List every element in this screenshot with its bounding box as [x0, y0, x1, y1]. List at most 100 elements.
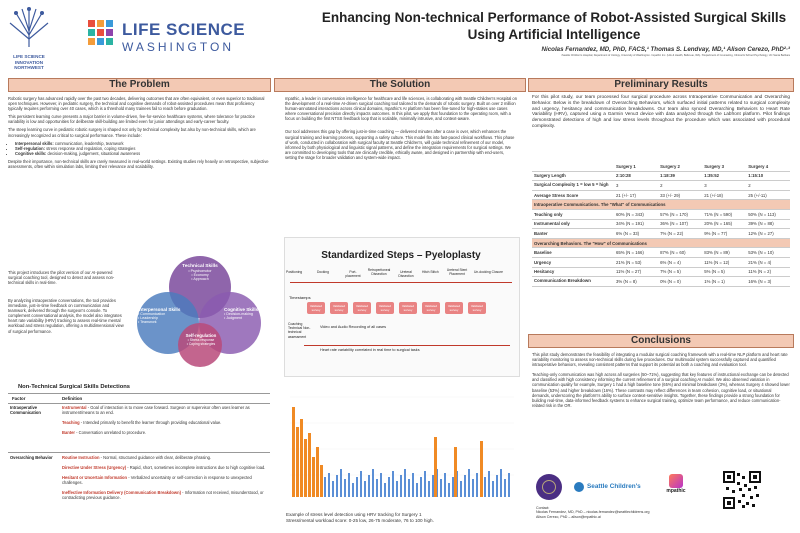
- step-label: Docking: [317, 270, 329, 274]
- video-label: Video and Audio Recording of all cases: [320, 325, 386, 329]
- lsinw-line3: NORTHWEST: [14, 65, 44, 71]
- solution-heading: The Solution: [369, 79, 431, 90]
- coaching-label: Coaching Technical Non-technical assessm…: [288, 322, 311, 339]
- step-label: Ureteral Dissection: [398, 270, 414, 278]
- band-row: Overarching Behaviors. The "How" of Comm…: [532, 238, 790, 249]
- conclusions-p1: This pilot study demonstrates the feasib…: [532, 352, 788, 368]
- venn-technical-label: Technical Skills • Psychomotor • Economy…: [170, 264, 230, 281]
- table-row: Surgery Length 2:10:28 1:18:39 1:35:52 1…: [532, 171, 790, 182]
- cell: 1:18:39: [658, 171, 703, 182]
- col-surgery1: Surgery 1: [614, 162, 659, 172]
- cell: 11% (N = 2): [746, 267, 790, 278]
- timestamp-labels: Positioning Docking Port-placement Retro…: [286, 268, 516, 284]
- cell: 21% (N = 53): [614, 257, 659, 268]
- cell: 21 (+/- 17): [614, 190, 659, 201]
- cell: 71% (N = 590): [702, 209, 747, 220]
- results-table: Surgery 1 Surgery 2 Surgery 3 Surgery 4 …: [532, 162, 790, 287]
- contact-cerezo: Alison Cerezo, PhD – alison@mpathic.ai: [536, 514, 601, 519]
- venn-technical-item: • Psychomotor: [188, 269, 212, 273]
- cell: 57% (N = 170): [658, 209, 703, 220]
- nts-col-definition: Definition: [62, 396, 83, 401]
- row-label: Banter: [532, 228, 614, 239]
- seattle-childrens-icon: [574, 482, 584, 492]
- nts-bullet-list: Interpersonal skills: communication, lea…: [8, 141, 270, 156]
- venn-selfreg-item: • Coping strategies: [186, 342, 216, 346]
- row-label: Surgical Complexity 1 = low 5 = high: [532, 180, 614, 191]
- cell: 0% (N = 0): [658, 276, 703, 287]
- nts-col-factor: Factor: [12, 396, 26, 401]
- cell: 11% (N = 27): [614, 267, 659, 278]
- mpathic-label: mpathic: [666, 488, 686, 494]
- problem-p6: By analyzing intraoperative conversation…: [8, 298, 124, 334]
- survey-box: Validated survey: [422, 302, 440, 314]
- lswa-logo-mark: [88, 20, 113, 45]
- hrv-arrow-label: Heart rate variability correlated in rea…: [320, 348, 420, 352]
- hrv-caption-line: Example of stress level detection using …: [286, 512, 422, 517]
- cell: 60% (N = 343): [614, 209, 659, 220]
- mpathic-logo: mpathic: [658, 474, 694, 502]
- survey-box: Validated survey: [330, 302, 348, 314]
- row-label: Instrumental only: [532, 219, 614, 230]
- lswa-line1: LIFE SCIENCE: [122, 20, 246, 39]
- cell: 39% (N = 88): [746, 219, 790, 230]
- results-header: Preliminary Results: [528, 78, 794, 92]
- row-label: Teaching only: [532, 209, 614, 220]
- contact-fernandez: Nicolas Fernandez, MD, PhD – nicolas.fer…: [536, 510, 650, 515]
- def-hesitant: Hesitant or Uncertain Information - Verb…: [62, 475, 252, 486]
- row-label: Urgency: [532, 257, 614, 268]
- table-row: Urgency 21% (N = 53) 6% (N = 4) 11% (N =…: [532, 257, 790, 268]
- nts-venn-diagram: [137, 256, 261, 367]
- table-row: Surgical Complexity 1 = low 5 = high 3 2…: [532, 180, 790, 191]
- venn-interpersonal-item: • Communication: [138, 312, 166, 316]
- row-label: Communication Breakdown: [532, 276, 614, 287]
- survey-box: Validated survey: [353, 302, 371, 314]
- nts-defs-behavior: Routine Instruction - Normal, structured…: [62, 455, 268, 504]
- solution-p1: mpathic, a leader in conversation intell…: [285, 96, 517, 122]
- survey-box: Validated survey: [445, 302, 463, 314]
- step-label: Ureteral Stent Placement: [446, 268, 468, 276]
- hrv-bars: [292, 407, 323, 497]
- conclusions-body: This pilot study demonstrates the feasib…: [532, 352, 790, 411]
- col-surgery3: Surgery 3: [702, 162, 747, 172]
- cell: 2: [746, 180, 790, 191]
- cell: 33 (+/- 29): [658, 190, 703, 201]
- results-header-row: Surgery 1 Surgery 2 Surgery 3 Surgery 4: [532, 162, 790, 172]
- cell: 12% (N = 27): [746, 228, 790, 239]
- row-label: Average Stress Score: [532, 190, 614, 201]
- problem-header: The Problem: [8, 78, 271, 92]
- survey-row: Validated survey Validated survey Valida…: [307, 302, 517, 316]
- timestamps-label: Timestamps: [289, 295, 311, 300]
- contact-block: Contact: Nicolas Fernandez, MD, PhD – ni…: [536, 506, 716, 519]
- venn-cognitive-item: • Judgment: [224, 316, 243, 320]
- poster-title: Enhancing Non-technical Performance of R…: [321, 10, 787, 42]
- table-row: Hesitancy 11% (N = 27) 7% (N = 5) 5% (N …: [532, 267, 790, 278]
- bullet-interpersonal: Interpersonal skills: communication, lea…: [15, 141, 270, 146]
- venn-technical-item: • Approach: [191, 277, 209, 281]
- problem-p2: This persistent learning curve presents …: [8, 114, 255, 125]
- hrv-stress-chart: [284, 377, 518, 511]
- lsinw-logo: LIFE SCIENCE INNOVATION NORTHWEST: [6, 5, 52, 75]
- cell: 1:15:10: [746, 171, 790, 182]
- conclusions-heading: Conclusions: [630, 335, 691, 346]
- cell: 2:10:28: [614, 171, 659, 182]
- hrv-arrow-line: [304, 345, 510, 346]
- cell: 6% (N = 4): [658, 257, 703, 268]
- cell: 5% (N = 5): [702, 267, 747, 278]
- survey-box: Validated survey: [468, 302, 486, 314]
- cell: 36% (N = 107): [658, 219, 703, 230]
- venn-interpersonal-title: Interpersonal Skills: [138, 307, 181, 312]
- table-row: Communication Breakdown 3% (N = 8) 0% (N…: [532, 276, 790, 287]
- nts-factor-behavior: Overarching Behavior: [10, 455, 53, 460]
- cell: 50% (N = 113): [746, 209, 790, 220]
- hrv-scale-line: Stress/mental workload score: 0-25 low, …: [286, 517, 434, 523]
- cell: 20% (N = 165): [702, 219, 747, 230]
- contact-label: Contact:: [536, 506, 550, 510]
- cell: 11% (N = 12): [702, 257, 747, 268]
- conclusions-header: Conclusions: [528, 334, 794, 348]
- qr-code: [722, 470, 762, 510]
- col-surgery2: Surgery 2: [658, 162, 703, 172]
- poster-affiliations: ¹Seattle Children's Hospital, Department…: [561, 54, 790, 57]
- def-instrumental: Instrumental - Goal of interaction is to…: [62, 405, 250, 416]
- steps-timeline-line: [290, 282, 512, 283]
- def-urgency: Directive Under Stress (Urgency) - Rapid…: [62, 465, 266, 471]
